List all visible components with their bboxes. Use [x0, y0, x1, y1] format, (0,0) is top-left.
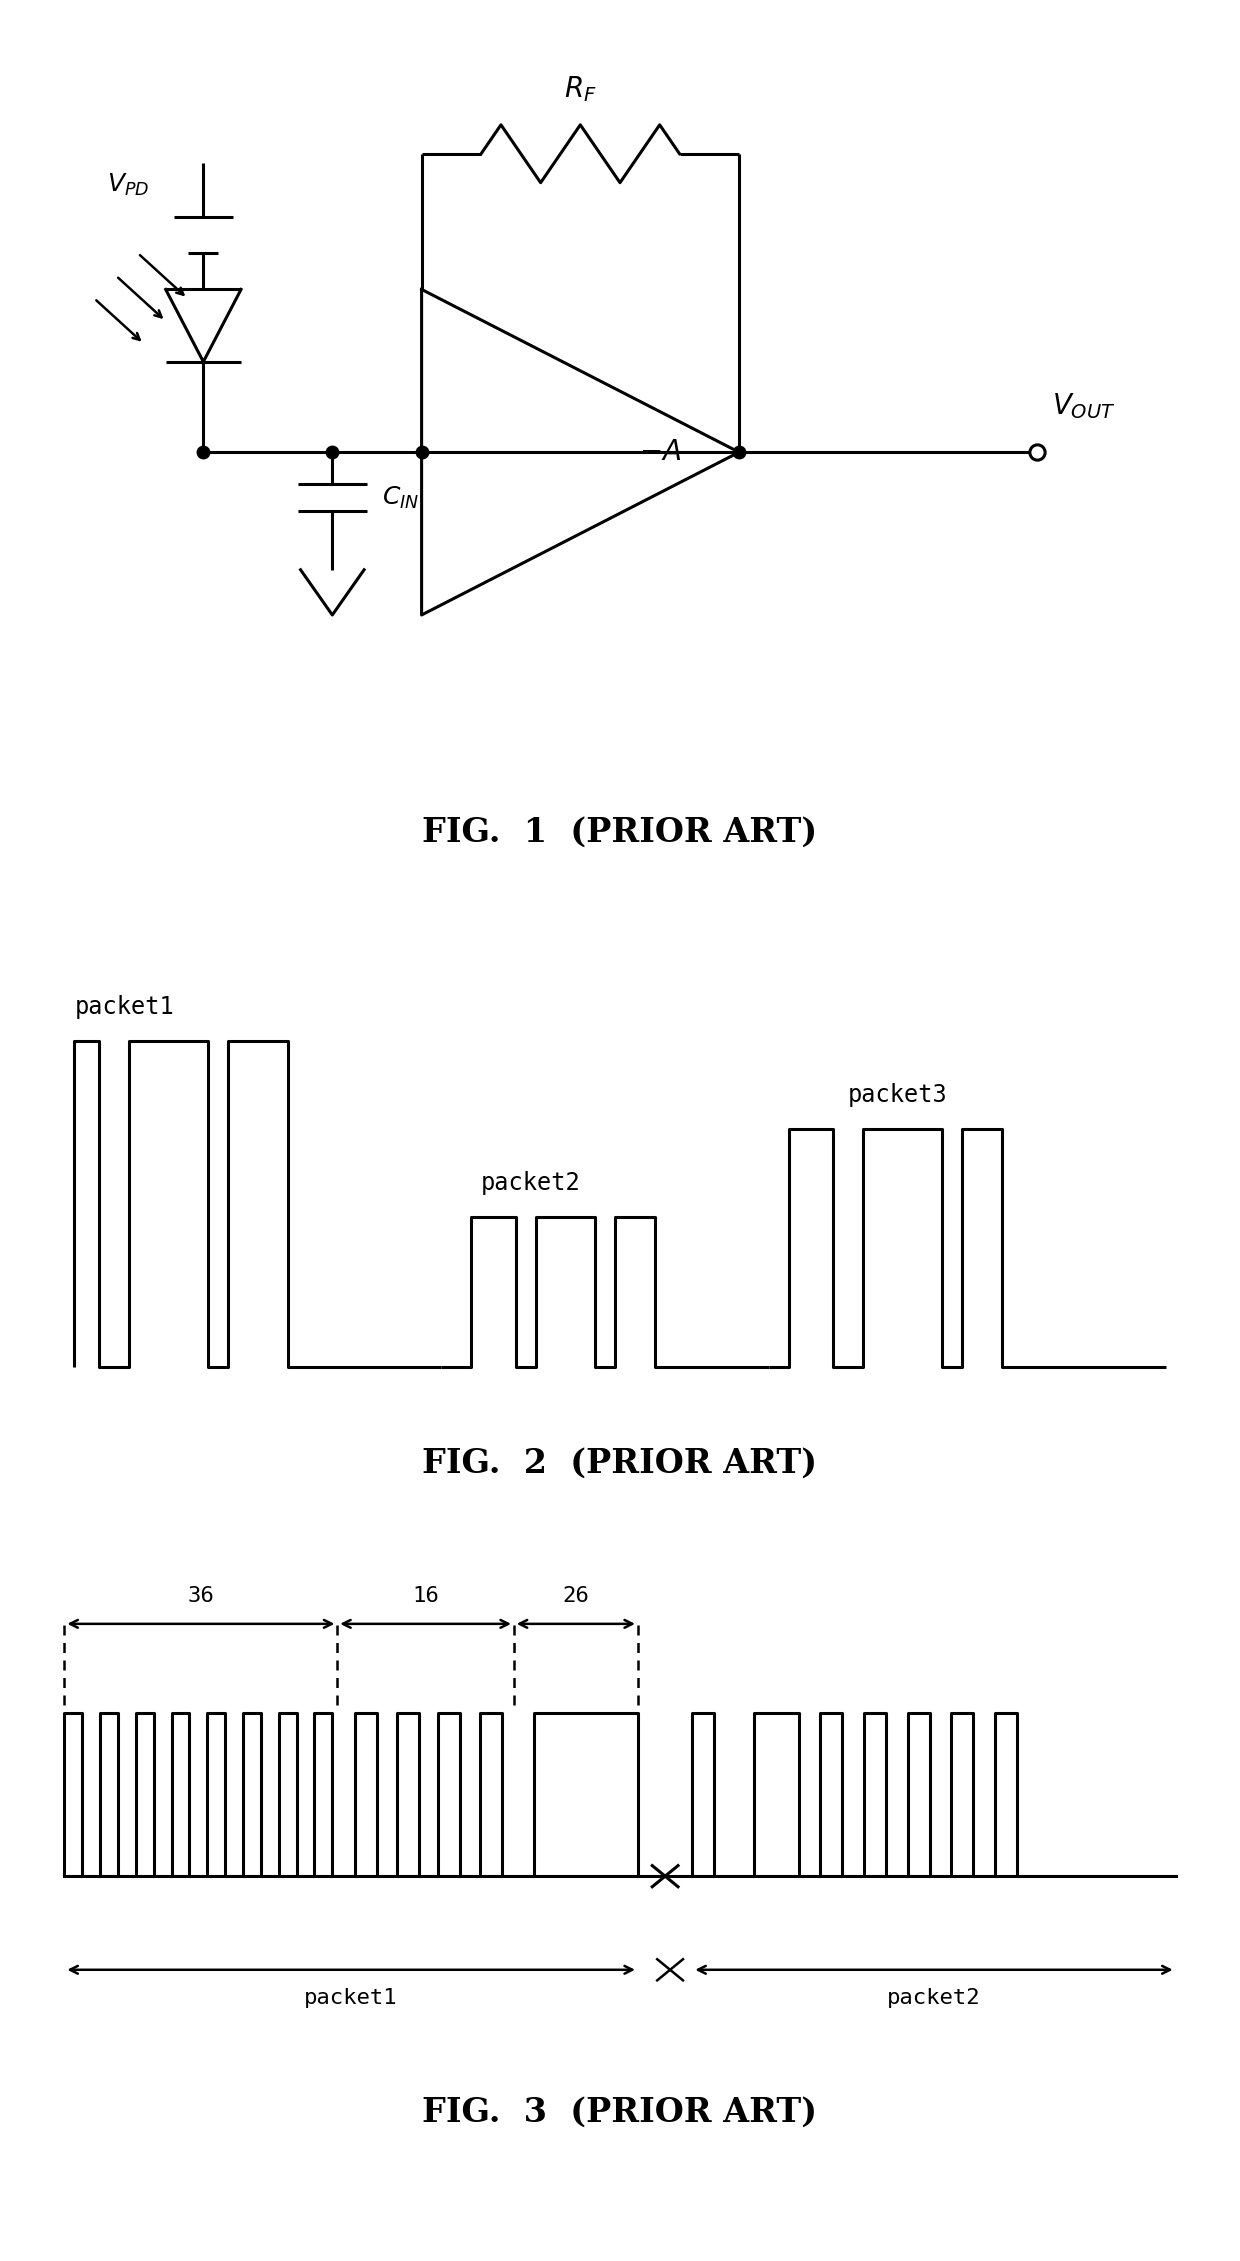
Text: $V_{PD}$: $V_{PD}$ [107, 172, 149, 199]
Text: $C_{IN}$: $C_{IN}$ [382, 484, 419, 511]
Text: 26: 26 [563, 1585, 589, 1605]
Text: FIG.  1  (PRIOR ART): FIG. 1 (PRIOR ART) [423, 816, 817, 848]
Text: $R_F$: $R_F$ [564, 75, 596, 104]
Text: packet2: packet2 [481, 1171, 580, 1196]
Text: $V_{OUT}$: $V_{OUT}$ [1052, 391, 1115, 421]
Text: packet1: packet1 [304, 1987, 398, 2008]
Text: FIG.  3  (PRIOR ART): FIG. 3 (PRIOR ART) [423, 2096, 817, 2128]
Text: packet3: packet3 [848, 1083, 947, 1108]
Text: FIG.  2  (PRIOR ART): FIG. 2 (PRIOR ART) [423, 1447, 817, 1481]
Text: 36: 36 [187, 1585, 215, 1605]
Text: packet2: packet2 [887, 1987, 981, 2008]
Text: packet1: packet1 [74, 995, 174, 1020]
Text: $-A$: $-A$ [639, 439, 681, 466]
Text: 16: 16 [412, 1585, 439, 1605]
